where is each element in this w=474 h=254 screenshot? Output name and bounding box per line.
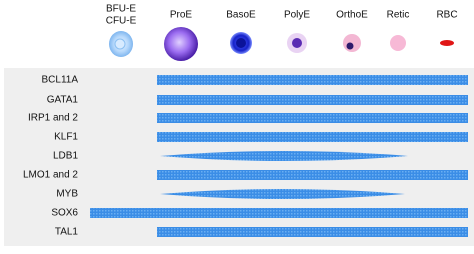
stage-label: OrthoE (336, 10, 368, 21)
expression-bar (157, 227, 468, 237)
expression-bar (90, 208, 468, 218)
expression-bar (157, 95, 468, 105)
gene-label: BCL11A (41, 75, 78, 86)
expression-bar (160, 189, 405, 199)
stage-label: BFU-E (106, 4, 136, 15)
expression-bar (157, 113, 468, 123)
gene-label: GATA1 (47, 95, 79, 106)
expression-bar (157, 75, 468, 85)
expression-bar (157, 132, 468, 142)
expression-bar (160, 151, 408, 161)
expression-bar (157, 170, 468, 180)
gene-label: IRP1 and 2 (28, 113, 78, 124)
gene-label: MYB (56, 189, 78, 200)
cell-icons (109, 27, 454, 61)
stage-label: CFU-E (106, 16, 137, 27)
gene-label: LDB1 (53, 151, 78, 162)
stage-label: ProE (170, 10, 193, 21)
gene-label: LMO1 and 2 (23, 170, 78, 181)
expression-bars (90, 75, 468, 237)
stage-label: RBC (436, 10, 457, 21)
gene-label: SOX6 (51, 208, 78, 219)
gene-label: KLF1 (54, 132, 78, 143)
stage-label: Retic (387, 10, 410, 21)
stage-label: PolyE (284, 10, 310, 21)
stage-label: BasoE (226, 10, 256, 21)
gene-label: TAL1 (55, 227, 79, 238)
